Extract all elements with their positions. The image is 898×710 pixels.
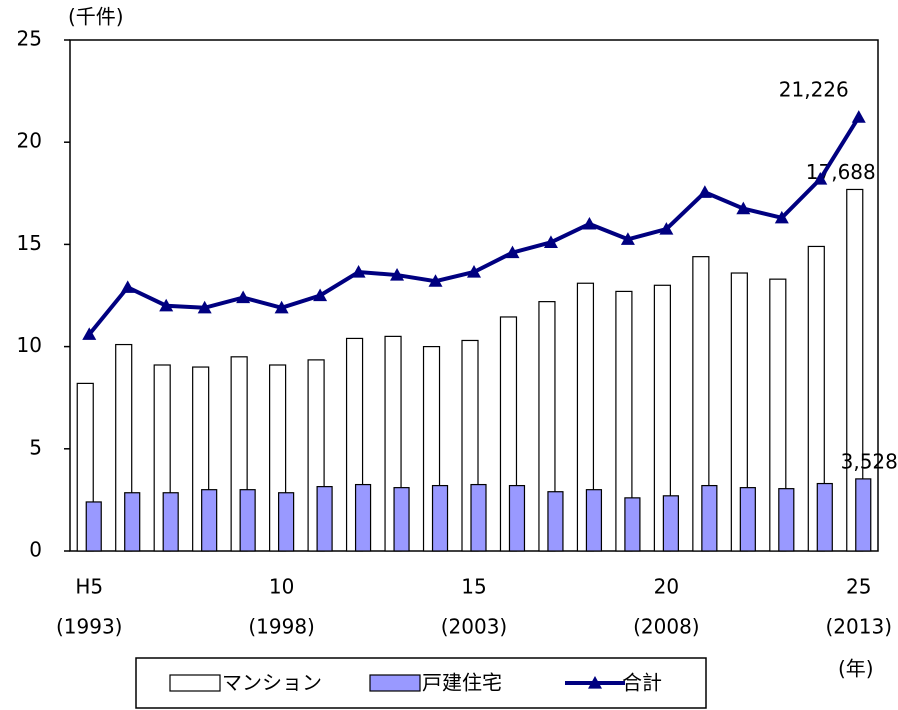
bar <box>816 482 833 552</box>
bar <box>354 483 372 552</box>
y-tick-label: 10 <box>17 333 42 357</box>
marker <box>313 288 328 302</box>
x-tick-sublabel: (1993) <box>56 615 123 639</box>
bar <box>653 284 671 552</box>
legend-marker <box>588 676 602 689</box>
bar <box>470 483 487 552</box>
legend-swatch <box>369 674 421 692</box>
marker <box>543 235 558 248</box>
bar <box>769 278 787 552</box>
bar <box>508 484 526 552</box>
x-tick-sublabel: (2008) <box>633 615 700 639</box>
legend-swatch <box>169 674 221 692</box>
bar <box>624 497 641 552</box>
bar <box>739 487 756 552</box>
x-tick-sublabel: (2013) <box>826 615 893 639</box>
x-tick-label: H5 <box>75 575 103 599</box>
bar <box>393 487 410 552</box>
bar <box>547 491 564 552</box>
bar <box>538 301 556 552</box>
marker <box>851 110 866 123</box>
bar <box>846 188 864 552</box>
marker <box>428 274 443 287</box>
marker <box>159 298 174 312</box>
bar <box>85 501 102 552</box>
marker <box>82 327 97 340</box>
marker <box>620 232 635 245</box>
x-tick-label: 25 <box>846 575 871 599</box>
bar <box>278 492 295 552</box>
x-tick-sublabel: (2003) <box>441 615 508 639</box>
marker <box>197 300 212 314</box>
marker <box>351 264 366 278</box>
marker <box>120 280 135 293</box>
bar <box>692 256 710 552</box>
bar <box>807 245 825 552</box>
bar <box>201 489 218 552</box>
bar <box>778 488 795 552</box>
marker <box>736 201 751 215</box>
bar <box>615 290 633 552</box>
bar <box>162 492 179 552</box>
y-tick-label: 20 <box>17 129 42 153</box>
marker <box>774 210 789 224</box>
data-label: 21,226 <box>779 78 849 102</box>
data-label: 3,528 <box>841 449 898 473</box>
bar <box>431 484 449 552</box>
marker <box>813 171 828 185</box>
y-tick-label: 25 <box>17 27 42 51</box>
bar <box>316 486 333 552</box>
x-unit-label: (年) <box>838 657 874 681</box>
y-tick-label: 0 <box>29 538 42 562</box>
x-tick-label: 20 <box>654 575 679 599</box>
marker <box>582 216 597 230</box>
bar <box>576 282 595 552</box>
bar <box>662 495 679 552</box>
marker <box>274 300 289 314</box>
marker <box>236 290 251 304</box>
legend-label: 戸建住宅 <box>422 671 502 695</box>
x-tick-label: 15 <box>461 575 486 599</box>
bar <box>730 272 748 552</box>
marker <box>659 222 674 235</box>
bar <box>239 489 256 552</box>
marker <box>390 268 405 281</box>
x-tick-sublabel: (1998) <box>248 615 315 639</box>
x-tick-label: 10 <box>269 575 294 599</box>
marker <box>505 245 520 259</box>
bar <box>585 489 603 552</box>
y-unit-label: (千件) <box>68 5 124 29</box>
bar <box>124 492 141 552</box>
marker <box>467 264 481 278</box>
bar <box>701 484 718 552</box>
y-tick-label: 5 <box>29 435 42 459</box>
legend-label: 合計 <box>622 671 662 695</box>
y-tick-label: 15 <box>17 231 42 255</box>
legend-label: マンション <box>222 671 322 695</box>
bar <box>855 478 872 552</box>
marker <box>697 185 712 198</box>
